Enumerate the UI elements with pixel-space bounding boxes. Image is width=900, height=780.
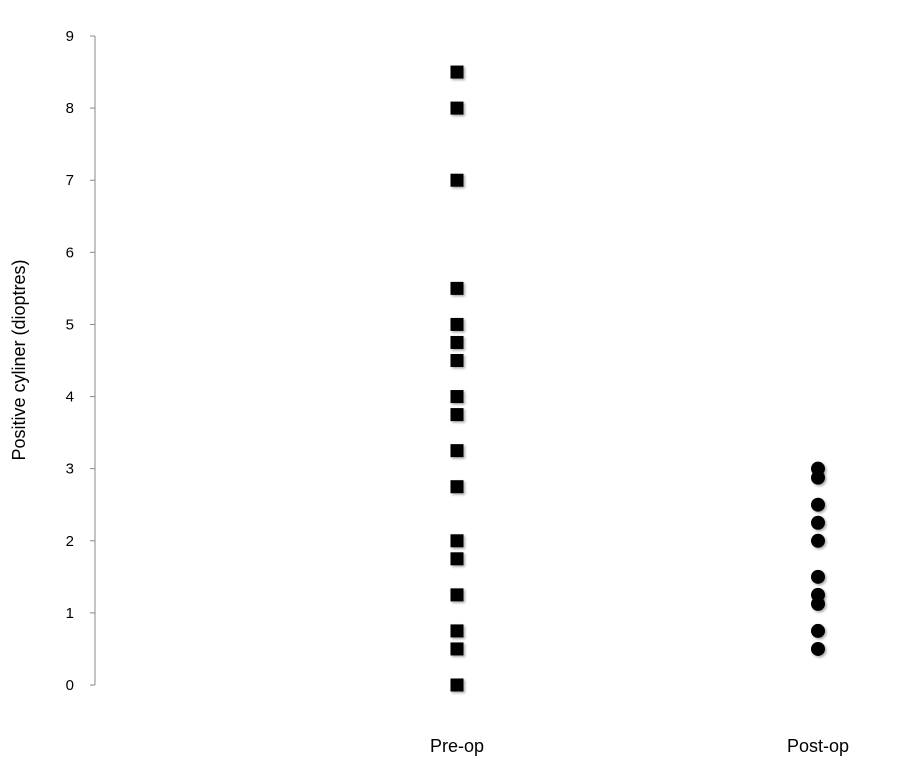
pre-op-data-point: [450, 173, 464, 187]
y-tick-label: 6: [66, 244, 74, 261]
pre-op-data-point: [450, 335, 464, 349]
pre-op-data-point: [450, 624, 464, 638]
pre-op-data-point: [450, 444, 464, 458]
pre-op-data-point: [450, 281, 464, 295]
pre-op-data-point: [450, 408, 464, 422]
pre-op-data-point: [450, 101, 464, 115]
post-op-data-point: [811, 641, 825, 656]
post-op-data-point: [811, 533, 825, 548]
y-tick-label: 4: [66, 389, 74, 406]
post-op-data-point: [811, 596, 825, 611]
y-tick-label: 2: [66, 533, 74, 550]
pre-op-data-point: [450, 534, 464, 548]
y-tick-label: 0: [66, 677, 74, 694]
pre-op-data-point: [450, 390, 464, 404]
x-category-label-post-op: Post-op: [787, 736, 849, 756]
y-tick-label: 5: [66, 316, 74, 333]
pre-op-data-point: [450, 317, 464, 331]
post-op-data-point: [811, 497, 825, 512]
y-tick-label: 7: [66, 172, 74, 189]
post-op-data-point: [811, 569, 825, 584]
post-op-data-point: [811, 470, 825, 485]
y-tick-label: 1: [66, 605, 74, 622]
pre-op-data-point: [450, 642, 464, 656]
post-op-data-point: [811, 623, 825, 638]
y-tick-label: 8: [66, 100, 74, 117]
x-category-label-pre-op: Pre-op: [430, 736, 484, 756]
pre-op-data-point: [450, 354, 464, 367]
pre-op-data-point: [450, 552, 464, 566]
pre-op-data-point: [450, 678, 464, 692]
pre-op-data-point: [450, 480, 464, 494]
y-axis-label: Positive cyliner (dioptres): [9, 259, 29, 460]
pre-op-data-point: [450, 588, 464, 602]
post-op-data-point: [811, 515, 825, 530]
pre-op-data-point: [450, 65, 464, 79]
y-tick-label: 9: [66, 28, 74, 45]
y-tick-label: 3: [66, 461, 74, 478]
